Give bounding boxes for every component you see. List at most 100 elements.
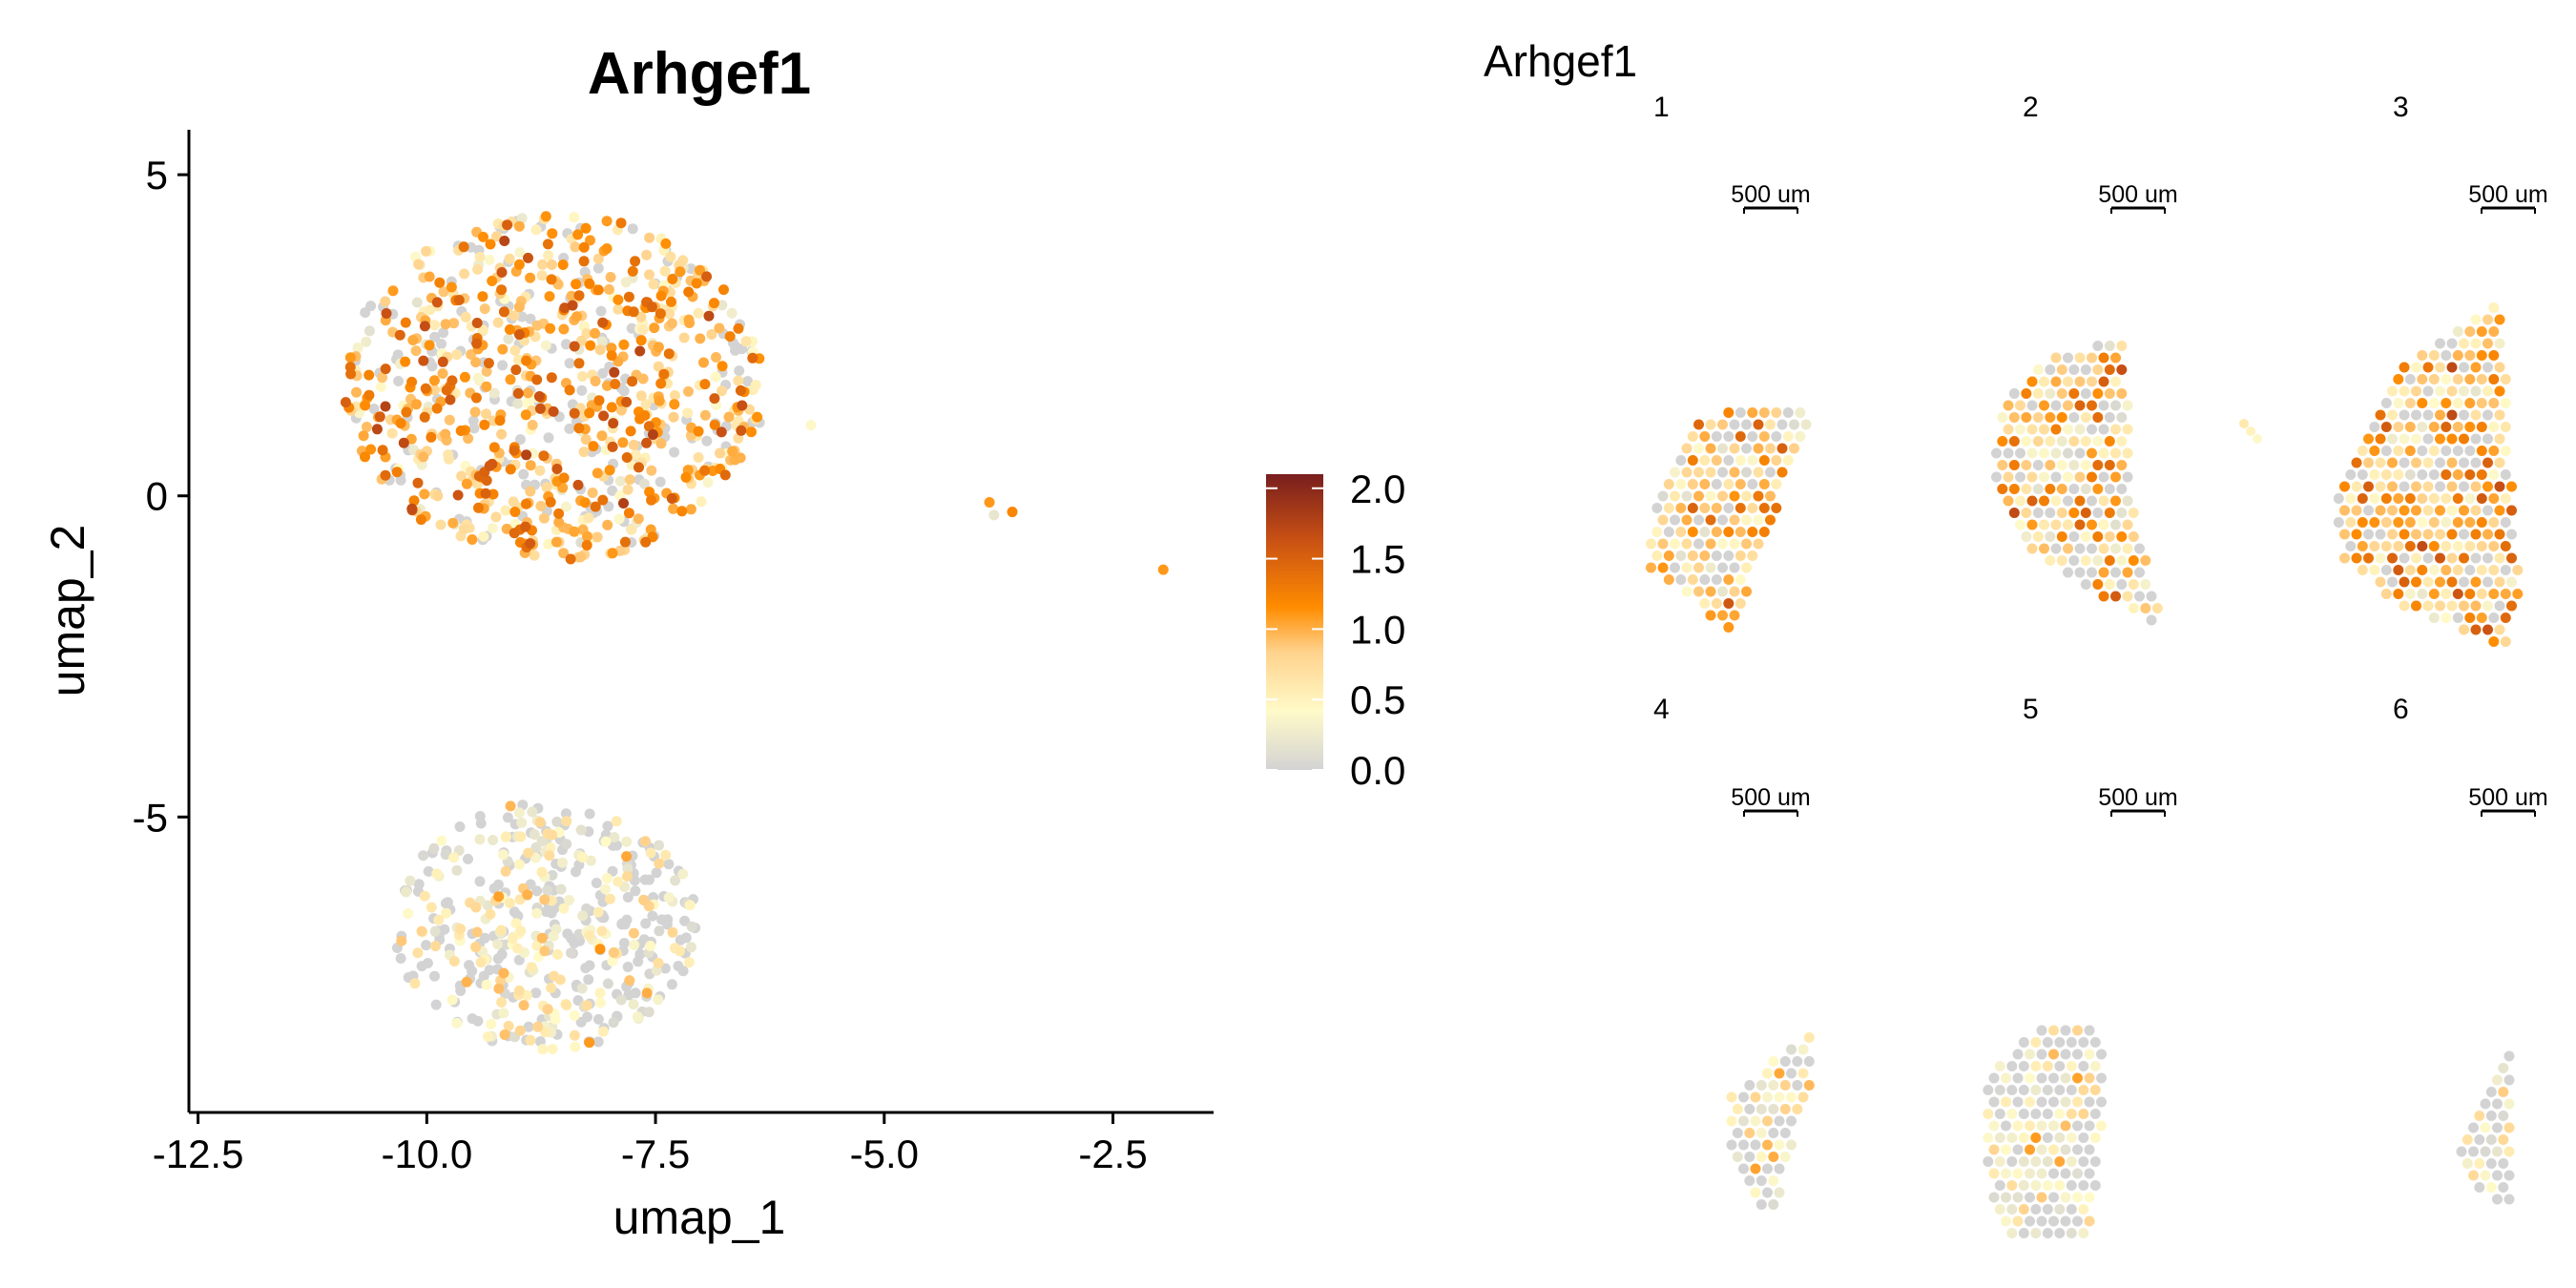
- umap-point: [423, 865, 434, 877]
- spot: [2003, 424, 2014, 435]
- spot: [1717, 443, 1728, 454]
- spot: [2483, 338, 2493, 349]
- spot: [2500, 469, 2511, 480]
- umap-point: [499, 236, 510, 246]
- spot: [2048, 1072, 2059, 1084]
- spot: [2045, 412, 2056, 423]
- umap-point: [666, 318, 677, 329]
- umap-point: [670, 875, 681, 886]
- umap-point: [470, 392, 482, 404]
- spot: [2128, 579, 2139, 590]
- spot: [2435, 481, 2445, 492]
- spot: [2087, 424, 2097, 435]
- spot: [2080, 579, 2091, 590]
- spot: [2345, 493, 2357, 504]
- umap-point: [549, 970, 560, 982]
- umap-point: [415, 514, 426, 526]
- spot: [2363, 552, 2374, 564]
- umap-point: [607, 441, 618, 452]
- spot: [2063, 471, 2073, 483]
- spot: [2393, 589, 2404, 599]
- spot: [2411, 481, 2421, 492]
- spot: [2087, 376, 2097, 387]
- spot: [2441, 613, 2452, 623]
- umap-point: [577, 371, 588, 382]
- spot: [2474, 1111, 2485, 1121]
- umap-point: [545, 322, 556, 334]
- spot: [2140, 555, 2151, 566]
- spot: [2104, 508, 2115, 518]
- spot: [2339, 552, 2350, 564]
- spot: [2110, 400, 2121, 411]
- spot: [1723, 574, 1735, 585]
- umap-point: [639, 874, 651, 885]
- umap-point: [428, 842, 440, 854]
- umap-point: [540, 211, 551, 222]
- spot: [1675, 503, 1687, 513]
- umap-point: [666, 979, 677, 990]
- spot: [2452, 422, 2463, 432]
- spot: [1792, 1104, 1803, 1114]
- spot: [1795, 407, 1806, 418]
- spot: [1711, 431, 1722, 442]
- spot: [1693, 538, 1704, 550]
- spot: [2470, 624, 2482, 635]
- umap-point: [551, 464, 563, 474]
- spot: [2008, 484, 2020, 494]
- umap-point: [561, 501, 571, 512]
- panel-label: 5: [2023, 694, 2039, 725]
- spot: [2428, 565, 2440, 575]
- spot: [2476, 350, 2487, 361]
- spot: [1983, 1156, 1994, 1167]
- umap-point: [541, 482, 552, 493]
- umap-point: [535, 500, 547, 511]
- spot: [2068, 508, 2080, 518]
- umap-point: [638, 894, 650, 905]
- spot: [2417, 541, 2428, 551]
- spot: [1994, 1109, 2005, 1119]
- spot: [2417, 374, 2428, 384]
- spot: [1765, 443, 1776, 454]
- umap-point: [455, 426, 467, 436]
- spot: [1753, 419, 1764, 430]
- umap-point: [530, 852, 541, 863]
- spot: [2122, 591, 2133, 602]
- spot: [2045, 364, 2056, 375]
- umap-point: [594, 344, 606, 356]
- spot: [2092, 484, 2104, 494]
- umap-point: [573, 423, 585, 434]
- spot: [2054, 1156, 2066, 1167]
- spot: [2404, 517, 2416, 528]
- spot: [2063, 447, 2073, 459]
- spot: [2078, 1204, 2089, 1215]
- spot: [2333, 493, 2344, 504]
- umap-point: [709, 393, 720, 405]
- spot: [1675, 551, 1687, 561]
- spot: [2026, 519, 2038, 530]
- umap-point: [527, 420, 538, 430]
- spot: [2488, 398, 2500, 408]
- spot: [2492, 1074, 2503, 1086]
- umap-point: [542, 239, 553, 250]
- spot: [2001, 1144, 2011, 1155]
- spot: [1717, 586, 1728, 597]
- spot: [2072, 1025, 2083, 1036]
- umap-point: [584, 930, 595, 942]
- umap-point: [525, 538, 536, 550]
- umap-y-ticks: 50-5: [133, 153, 189, 840]
- spot: [1994, 1132, 2005, 1143]
- spot: [2054, 1132, 2066, 1143]
- spot: [2054, 1109, 2066, 1119]
- spot: [2422, 505, 2434, 516]
- umap-point: [669, 390, 680, 401]
- spot: [2357, 517, 2368, 528]
- umap-point: [695, 333, 706, 344]
- spot: [2464, 517, 2476, 528]
- spot: [1983, 1085, 1994, 1095]
- spot: [2476, 541, 2487, 551]
- umap-point: [680, 471, 692, 483]
- umap-point: [437, 368, 448, 379]
- umap-point: [575, 1016, 587, 1028]
- spot: [1782, 455, 1794, 466]
- umap-point: [377, 445, 388, 456]
